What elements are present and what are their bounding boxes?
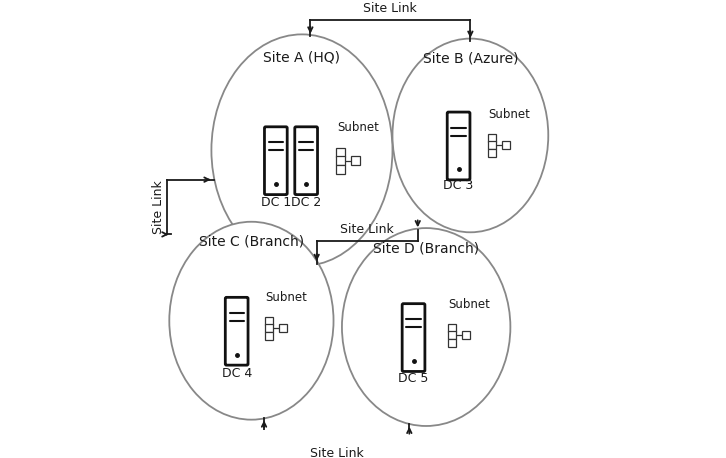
Bar — [335, 148, 345, 157]
Bar — [265, 317, 273, 325]
Text: Subnet: Subnet — [449, 298, 490, 311]
Text: DC 1: DC 1 — [261, 196, 291, 209]
Ellipse shape — [169, 222, 333, 420]
Bar — [335, 164, 345, 174]
Text: Subnet: Subnet — [337, 121, 379, 134]
Text: Site Link: Site Link — [340, 224, 394, 236]
Text: DC 2: DC 2 — [291, 196, 322, 209]
Text: Site Link: Site Link — [310, 447, 364, 458]
Ellipse shape — [342, 228, 510, 426]
Bar — [265, 332, 273, 340]
Text: DC 4: DC 4 — [221, 367, 252, 380]
Bar — [489, 148, 497, 157]
Bar — [279, 324, 287, 333]
Text: DC 5: DC 5 — [399, 372, 429, 385]
Bar — [489, 141, 497, 149]
FancyBboxPatch shape — [225, 297, 248, 365]
Text: Site Link: Site Link — [364, 1, 417, 15]
Text: Subnet: Subnet — [489, 108, 531, 121]
Bar — [462, 332, 470, 339]
FancyBboxPatch shape — [447, 112, 470, 180]
Text: Site Link: Site Link — [152, 180, 165, 234]
Bar — [449, 339, 457, 347]
Ellipse shape — [393, 38, 548, 232]
FancyBboxPatch shape — [264, 127, 287, 195]
Text: Site B (Azure): Site B (Azure) — [423, 52, 518, 66]
Ellipse shape — [211, 34, 393, 266]
Bar — [502, 141, 510, 149]
Bar — [265, 324, 273, 333]
Bar — [335, 156, 345, 165]
FancyBboxPatch shape — [295, 127, 317, 195]
FancyBboxPatch shape — [402, 304, 425, 371]
Text: DC 3: DC 3 — [444, 180, 473, 192]
Bar — [351, 156, 360, 165]
Text: Site A (HQ): Site A (HQ) — [264, 50, 340, 65]
Text: Site C (Branch): Site C (Branch) — [199, 235, 304, 249]
Text: Site D (Branch): Site D (Branch) — [373, 241, 479, 255]
Bar — [449, 332, 457, 339]
Bar — [489, 134, 497, 142]
Text: Subnet: Subnet — [265, 291, 307, 304]
Bar — [449, 324, 457, 332]
